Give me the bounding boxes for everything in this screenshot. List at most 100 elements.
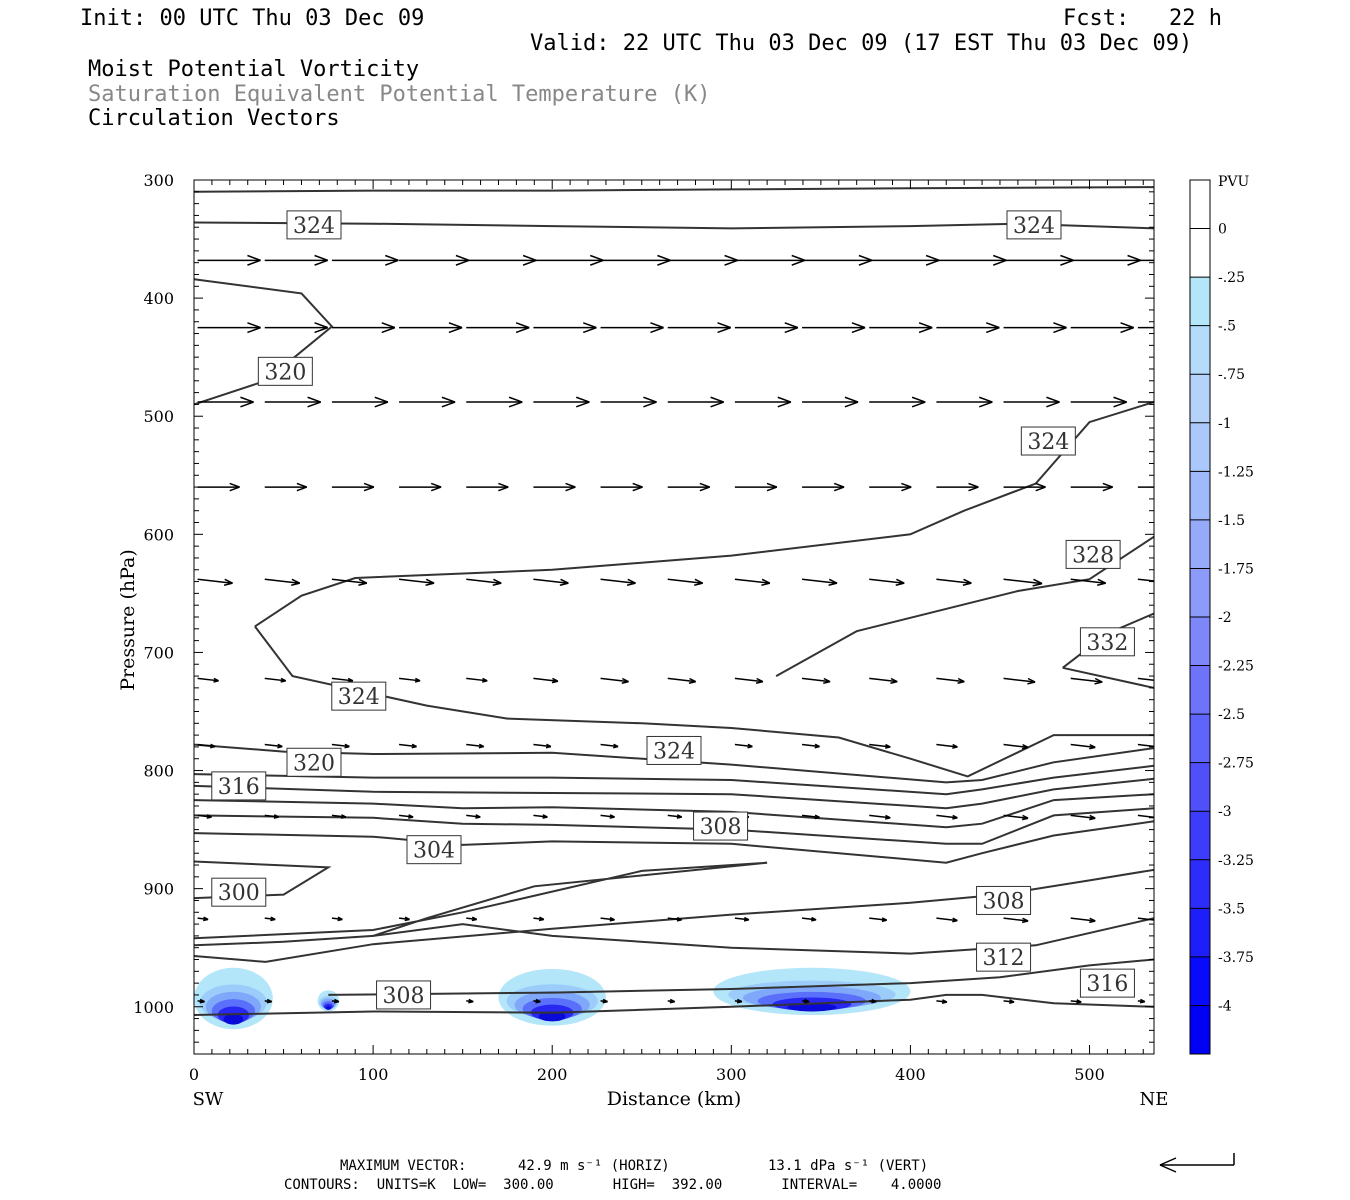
y-axis-title: Pressure (hPa) <box>117 549 139 691</box>
vector-shaft <box>398 743 417 748</box>
circulation-vector <box>264 743 283 749</box>
circulation-vector <box>802 396 859 408</box>
pv-blob <box>194 967 273 1030</box>
circulation-vector <box>734 578 771 586</box>
circulation-vector <box>197 677 219 683</box>
vector-head <box>766 482 778 492</box>
vector-shaft <box>331 578 367 584</box>
contour-label-box <box>331 681 387 711</box>
contour-label-text: 324 <box>653 739 695 764</box>
contour-label: 316 <box>1079 968 1135 998</box>
contour-label-box <box>646 735 702 765</box>
vector-shaft <box>1070 677 1103 683</box>
circulation-vector <box>1137 259 1154 262</box>
vector-head <box>657 254 671 266</box>
y-tick-label: 500 <box>143 407 174 426</box>
circulation-vector <box>734 254 806 266</box>
circulation-vector <box>1070 254 1141 266</box>
circulation-vector <box>264 578 301 586</box>
colorbar-segment <box>1190 374 1210 423</box>
colorbar-label: -4 <box>1218 998 1232 1014</box>
circulation-vector <box>1003 482 1046 492</box>
contour-line <box>328 958 1154 996</box>
circulation-vector <box>264 998 273 1004</box>
vector-head <box>411 743 417 749</box>
circulation-vector <box>667 396 724 408</box>
x-tick-label: 100 <box>358 1065 389 1084</box>
circulation-vector <box>1003 254 1074 266</box>
vector-head <box>296 482 308 492</box>
vector-head <box>925 254 940 266</box>
vector-head <box>385 254 399 266</box>
vector-head <box>901 482 912 492</box>
vector-shaft <box>264 677 286 682</box>
circulation-vector <box>869 743 891 749</box>
vector-head <box>363 482 375 492</box>
circulation-vector <box>869 998 877 1004</box>
circulation-vector <box>600 814 615 819</box>
circulation-vector <box>331 916 343 922</box>
vector-head <box>515 322 530 334</box>
contour-info: CONTOURS: UNITS=K LOW= 300.00 HIGH= 392.… <box>284 1177 942 1193</box>
vector-head <box>448 322 463 334</box>
contour-label-text: 324 <box>1013 214 1055 239</box>
vector-head <box>1027 677 1036 685</box>
contour-label-text: 312 <box>983 946 1025 971</box>
circulation-vector <box>869 814 891 820</box>
x-tick-label: 500 <box>1074 1065 1105 1084</box>
vector-head <box>247 254 261 266</box>
vector-head <box>710 396 724 408</box>
vector-head <box>613 743 619 749</box>
circulation-vector <box>1070 578 1107 586</box>
vector-head <box>871 998 877 1004</box>
contour-label-text: 320 <box>264 360 306 385</box>
colorbar-segment <box>1190 180 1210 229</box>
max-vector-label: MAXIMUM VECTOR: <box>340 1158 467 1174</box>
vector-shaft <box>936 578 972 584</box>
sw-label: SW <box>193 1089 224 1110</box>
circulation-vector <box>1070 482 1113 492</box>
vector-head <box>1021 814 1029 821</box>
vector-head <box>277 743 283 749</box>
circulation-vector <box>1003 322 1067 334</box>
circulation-vector <box>399 396 456 408</box>
circulation-vector <box>936 322 1000 334</box>
vector-head <box>699 482 710 492</box>
circulation-vector <box>533 254 604 266</box>
vector-head <box>1120 322 1134 334</box>
vector-head <box>266 998 273 1004</box>
circulation-vector <box>801 677 831 684</box>
vector-head <box>203 916 209 922</box>
vector-head <box>1170 483 1180 490</box>
vector-shaft <box>734 578 770 584</box>
vector-head <box>475 814 481 819</box>
vector-head <box>1060 254 1074 266</box>
vector-head <box>210 743 216 749</box>
circulation-vector <box>264 396 322 408</box>
circulation-vector <box>801 814 820 820</box>
circulation-vector <box>399 482 442 492</box>
vector-shaft <box>264 814 279 818</box>
vector-head <box>1032 578 1043 587</box>
pv-blob <box>713 967 911 1016</box>
vector-shaft <box>801 814 820 819</box>
vector-head <box>559 578 569 586</box>
colorbar-label: -2.75 <box>1218 756 1254 772</box>
vector-head <box>1162 678 1170 683</box>
vector-head <box>676 916 683 922</box>
contour-label-text: 308 <box>383 984 425 1009</box>
colorbar-label: -1 <box>1218 416 1232 432</box>
vector-shaft <box>600 677 629 683</box>
circulation-vector <box>264 677 287 683</box>
vector-head <box>858 254 873 266</box>
circulation-vector <box>533 578 569 586</box>
colorbar-label: -2 <box>1218 610 1232 626</box>
vector-shaft <box>466 578 502 584</box>
colorbar-segment <box>1190 908 1210 957</box>
circulation-vector <box>1070 917 1096 924</box>
circulation-vector <box>1070 396 1127 408</box>
y-tick-label: 800 <box>143 762 174 781</box>
circulation-vector <box>1137 814 1154 820</box>
theta-es-contours <box>194 186 1154 1016</box>
vector-head <box>978 396 993 408</box>
